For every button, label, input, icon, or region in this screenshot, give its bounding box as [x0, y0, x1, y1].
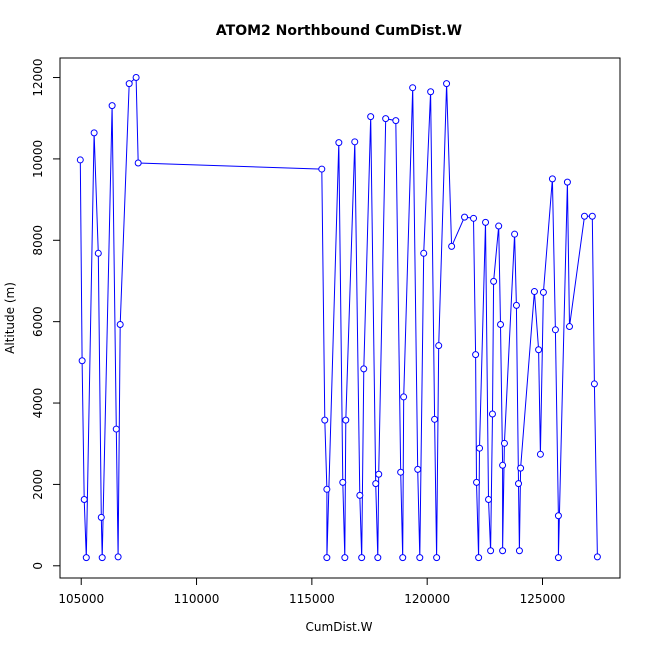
data-point	[512, 301, 520, 309]
data-point	[590, 380, 598, 388]
data-point	[588, 212, 596, 220]
data-point	[341, 554, 349, 562]
data-point	[339, 478, 347, 486]
data-point	[593, 553, 601, 561]
y-tick-label: 6000	[31, 306, 45, 337]
data-point	[356, 491, 364, 499]
data-point	[358, 554, 366, 562]
data-point	[382, 115, 390, 123]
x-axis-title: CumDist.W	[306, 620, 373, 634]
data-point	[372, 480, 380, 488]
data-point	[563, 178, 571, 186]
data-point	[511, 230, 519, 238]
data-point	[495, 222, 503, 230]
data-point	[399, 554, 407, 562]
data-point	[114, 553, 122, 561]
data-point	[416, 554, 424, 562]
data-point	[367, 113, 375, 121]
y-tick-label: 0	[31, 562, 45, 570]
data-point	[76, 156, 84, 164]
data-point	[112, 425, 120, 433]
data-point	[461, 213, 469, 221]
data-point	[392, 117, 400, 125]
data-point	[80, 495, 88, 503]
data-point	[482, 218, 490, 226]
data-point	[530, 288, 538, 296]
data-point	[335, 139, 343, 147]
data-point	[515, 547, 523, 555]
data-point	[78, 357, 86, 365]
data-point	[554, 512, 562, 520]
x-tick-label: 120000	[404, 592, 450, 606]
data-point	[535, 346, 543, 354]
data-point	[431, 415, 439, 423]
plot-frame	[59, 57, 621, 579]
data-point	[554, 554, 562, 562]
data-point	[400, 393, 408, 401]
data-point	[443, 80, 451, 88]
data-point	[420, 249, 428, 257]
data-point	[360, 365, 368, 373]
data-point	[487, 547, 495, 555]
data-point	[125, 80, 133, 88]
data-point	[499, 461, 507, 469]
data-point	[539, 288, 547, 296]
data-point	[375, 470, 383, 478]
data-point	[500, 439, 508, 447]
data-point	[565, 323, 573, 331]
data-point	[485, 495, 493, 503]
data-point	[490, 277, 498, 285]
data-point	[548, 175, 556, 183]
data-point	[488, 410, 496, 418]
data-point	[470, 214, 478, 222]
data-point	[351, 138, 359, 146]
data-point	[409, 84, 417, 92]
data-point	[374, 554, 382, 562]
data-point	[448, 242, 456, 250]
data-point	[517, 464, 525, 472]
y-tick-label: 12000	[31, 58, 45, 96]
data-point	[97, 513, 105, 521]
data-point	[551, 326, 559, 334]
data-point	[536, 450, 544, 458]
y-axis-title: Altitude (m)	[3, 282, 17, 354]
data-point	[134, 159, 142, 167]
data-point	[427, 88, 435, 96]
data-point	[499, 547, 507, 555]
y-tick-label: 8000	[31, 225, 45, 256]
data-point	[94, 249, 102, 257]
data-point	[515, 480, 523, 488]
data-point	[323, 485, 331, 493]
data-point	[321, 416, 329, 424]
data-point	[580, 212, 588, 220]
data-point	[90, 129, 98, 137]
data-point	[414, 465, 422, 473]
data-point	[473, 478, 481, 486]
data-point	[433, 554, 441, 562]
data-point	[116, 321, 124, 329]
x-tick-label: 115000	[289, 592, 335, 606]
data-point	[323, 554, 331, 562]
y-tick-label: 10000	[31, 140, 45, 178]
data-point	[82, 554, 90, 562]
data-point	[342, 416, 350, 424]
data-point	[435, 342, 443, 350]
data-point	[108, 102, 116, 110]
y-tick-label: 4000	[31, 388, 45, 419]
y-tick-label: 2000	[31, 469, 45, 500]
data-point	[397, 468, 405, 476]
x-tick-label: 110000	[174, 592, 220, 606]
x-tick-label: 125000	[520, 592, 566, 606]
data-point	[475, 554, 483, 562]
data-point	[318, 165, 326, 173]
data-point	[476, 444, 484, 452]
data-point	[497, 321, 505, 329]
x-tick-label: 105000	[58, 592, 104, 606]
chart-title: ATOM2 Northbound CumDist.W	[216, 23, 462, 39]
data-point	[132, 74, 140, 82]
data-point	[472, 351, 480, 359]
data-point	[98, 554, 106, 562]
